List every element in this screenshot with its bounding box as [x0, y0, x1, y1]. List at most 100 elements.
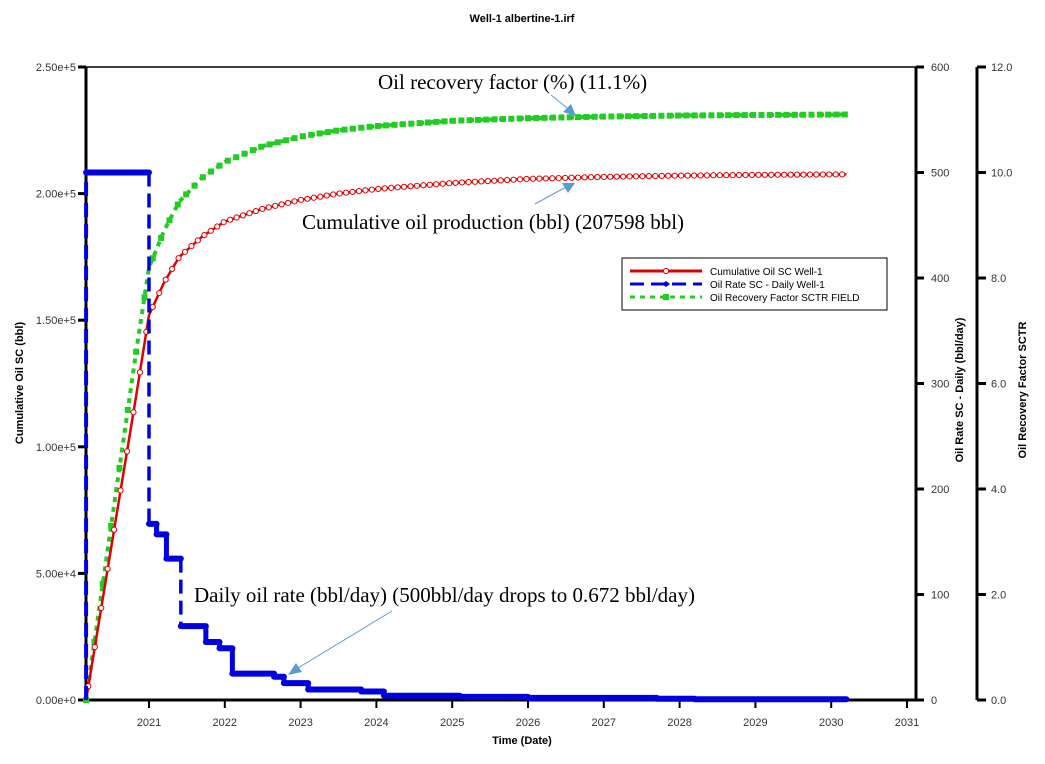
- cumulative-data-point: [310, 194, 317, 201]
- cumulative-data-point: [169, 265, 176, 273]
- rf-data-point: [149, 255, 156, 262]
- x-tick-label: 2024: [364, 717, 388, 729]
- cumulative-data-point: [658, 172, 665, 180]
- rf-data-point: [358, 124, 365, 131]
- rf-data-point: [666, 112, 673, 119]
- cumulative-data-point: [123, 448, 131, 455]
- cumulative-data-point: [542, 175, 549, 182]
- rf-data-point: [433, 118, 440, 125]
- cumulative-data-point: [317, 193, 324, 200]
- cumulative-data-point: [529, 175, 537, 182]
- cumulative-data-point: [362, 187, 369, 194]
- x-tick-label: 2023: [288, 717, 312, 729]
- x-tick-label: 2030: [819, 717, 843, 729]
- rf-tick-label: 2.0: [991, 590, 1006, 602]
- rf-data-point: [99, 580, 106, 587]
- left-tick-label: 2.50e+5: [36, 62, 76, 74]
- cumulative-data-point: [587, 174, 595, 181]
- cumulative-data-point: [297, 196, 305, 203]
- cumulative-data-point: [690, 172, 698, 179]
- annotation-cumulative: Cumulative oil production (bbl) (207598 …: [302, 183, 684, 234]
- cumulative-data-point: [426, 181, 433, 188]
- rf-data-point: [249, 147, 256, 154]
- legend-marker-circle: [662, 267, 670, 275]
- cumulative-data-point: [523, 175, 530, 183]
- rate-data-point: [843, 696, 850, 703]
- rf-data-point: [299, 133, 306, 140]
- cumulative-data-point: [504, 176, 511, 184]
- rf-data-point: [600, 113, 607, 120]
- annotation-rate: Daily oil rate (bbl/day) (500bbl/day dro…: [194, 583, 695, 675]
- rf-data-point: [825, 111, 832, 118]
- annotation-rate-text: Daily oil rate (bbl/day) (500bbl/day dro…: [194, 583, 695, 607]
- rf-data-point: [274, 139, 281, 146]
- cumulative-data-point: [175, 255, 182, 262]
- rf-data-point: [641, 113, 648, 120]
- rf-data-point: [191, 182, 198, 189]
- rf-data-point: [233, 154, 240, 161]
- cumulative-data-point: [594, 173, 601, 181]
- rf-data-point: [116, 464, 123, 471]
- cumulative-data-point: [620, 173, 627, 180]
- rf-data-point: [708, 112, 715, 119]
- rf-data-point: [216, 162, 223, 169]
- x-tick-label: 2025: [440, 717, 464, 729]
- rf-data-point: [266, 141, 273, 148]
- cumulative-data-point: [839, 171, 846, 178]
- rf-tick-label: 12.0: [991, 62, 1012, 74]
- rf-data-point: [399, 121, 406, 128]
- rf-data-point: [133, 348, 140, 355]
- cumulative-data-point: [806, 171, 814, 178]
- rf-data-point: [408, 120, 415, 127]
- rf-data-point: [174, 201, 181, 208]
- rf-data-point: [166, 217, 173, 224]
- cumulative-data-point: [149, 303, 156, 311]
- left-axis-ticks: 0.00e+0 5.00e+4 1.00e+5 1.50e+5 2.00e+5 2.50e…: [36, 62, 86, 707]
- cumulative-data-point: [156, 289, 163, 297]
- annotation-rate-arrow-line: [297, 610, 393, 669]
- rf-data-point: [583, 113, 590, 120]
- x-tick-label: 2027: [592, 717, 616, 729]
- cumulative-data-point: [98, 604, 105, 612]
- legend-entry-rate: Oil Rate SC - Daily Well-1: [630, 280, 825, 291]
- rf-data-point: [616, 113, 623, 120]
- rf-data-point: [575, 114, 582, 121]
- cumulative-data-point: [471, 178, 479, 185]
- rf-tick-label: 0.0: [991, 695, 1006, 707]
- cumulative-data-point: [484, 177, 491, 185]
- rf-data-point: [499, 116, 506, 123]
- cumulative-data-point: [420, 182, 427, 189]
- rf-data-point: [441, 118, 448, 125]
- rf-data-point: [650, 112, 657, 119]
- left-tick-label: 1.50e+5: [36, 315, 76, 327]
- rf-data-point: [241, 150, 248, 157]
- cumulative-data-point: [626, 173, 633, 180]
- series-cumulative-oil: [84, 171, 847, 701]
- cumulative-data-point: [497, 177, 504, 184]
- cumulative-data-point: [388, 184, 395, 191]
- rf-data-point: [533, 114, 540, 121]
- rf-data-point: [183, 191, 190, 198]
- rf-axis-title: Oil Recovery Factor SCTR: [1017, 321, 1029, 458]
- cumulative-data-point: [323, 192, 330, 199]
- cumulative-data-point: [736, 171, 743, 179]
- cumulative-data-point: [768, 171, 775, 178]
- cumulative-data-point: [130, 409, 137, 416]
- cumulative-data-point: [639, 173, 646, 180]
- cumulative-data-point: [574, 174, 582, 181]
- cumulative-data-point: [607, 173, 614, 180]
- cumulative-line: [84, 173, 847, 701]
- cumulative-data-point: [214, 223, 221, 230]
- cumulative-data-point: [91, 643, 98, 651]
- cumulative-data-point: [632, 173, 640, 180]
- rf-data-point: [558, 114, 565, 121]
- cumulative-data-point: [478, 178, 485, 185]
- cumulative-data-point: [407, 183, 414, 190]
- x-tick-label: 2028: [667, 717, 691, 729]
- rf-data-point: [750, 112, 757, 119]
- rf-data-point: [541, 114, 548, 121]
- cumulative-data-point: [104, 565, 111, 572]
- rf-data-point: [474, 116, 481, 123]
- legend-marker-square: [663, 294, 669, 300]
- rate-tick-label: 400: [931, 273, 949, 285]
